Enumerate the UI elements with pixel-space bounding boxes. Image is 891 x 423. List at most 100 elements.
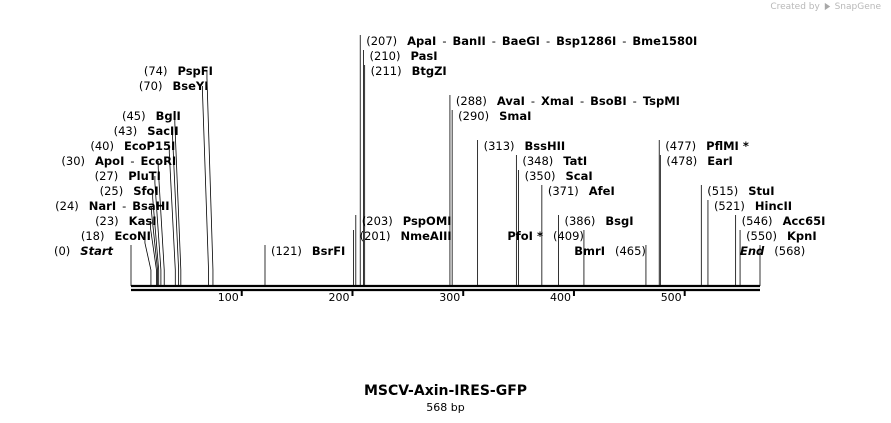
enzyme-site: (24) NarI - BsaHI <box>55 199 169 213</box>
enzyme-label: (550) KpnI <box>746 229 817 243</box>
enzyme-site: (210) PasI <box>370 49 438 63</box>
enzyme-label: (201) NmeAIII <box>360 229 452 243</box>
enzyme-name: NarI <box>89 199 116 213</box>
enzyme-site: (27) PluTI <box>95 169 161 183</box>
enzyme-label: (18) EcoNI <box>81 229 151 243</box>
cut-position: (121) <box>271 244 302 258</box>
leader-line <box>150 221 157 286</box>
enzyme-site: BmrI (465) <box>574 244 646 258</box>
enzyme-label: (23) KasI <box>95 214 156 228</box>
cut-position: (27) <box>95 169 119 183</box>
enzyme-label: (207) ApaI - BanII - BaeGI - Bsp1286I - Bme1580I <box>366 34 697 48</box>
enzyme-label: (521) HincII <box>714 199 792 213</box>
name-separator: - <box>580 94 584 108</box>
enzyme-site: (211) BtgZI <box>371 64 447 78</box>
ruler-tick-label: 200 <box>328 291 349 304</box>
enzyme-name: Acc65I <box>783 214 826 228</box>
enzyme-name: Bsp1286I <box>556 34 616 48</box>
enzyme-site: (478) EarI <box>666 154 733 168</box>
name-separator: - <box>442 34 446 48</box>
name-separator: - <box>130 154 134 168</box>
snapgene-credit: Created by SnapGene <box>770 2 881 12</box>
enzyme-name: PspFI <box>177 64 212 78</box>
leader-line <box>152 191 160 286</box>
cut-position: (288) <box>456 94 487 108</box>
leader-line <box>154 176 162 286</box>
enzyme-name: Start <box>80 244 113 258</box>
ruler-tick-label: 300 <box>439 291 460 304</box>
enzyme-name: ScaI <box>566 169 593 183</box>
cut-position: (40) <box>90 139 114 153</box>
enzyme-site: (70) BseYI <box>139 79 209 93</box>
enzyme-label: (348) TatI <box>522 154 587 168</box>
enzyme-name: XmaI <box>541 94 574 108</box>
enzyme-label: (43) SacII <box>114 124 179 138</box>
enzyme-label: BmrI (465) <box>574 244 646 258</box>
enzyme-label: (45) BglI <box>122 109 181 123</box>
cut-position: (371) <box>548 184 579 198</box>
leader-line <box>157 161 165 286</box>
cut-position: (201) <box>360 229 391 243</box>
enzyme-name: EcoP15I <box>124 139 175 153</box>
name-separator: - <box>622 34 626 48</box>
enzyme-site: (207) ApaI - BanII - BaeGI - Bsp1286I - Bme1580I <box>366 34 697 48</box>
name-separator: - <box>546 34 550 48</box>
enzyme-site: (313) BssHII <box>484 139 566 153</box>
enzyme-site: (23) KasI <box>95 214 156 228</box>
enzyme-label: (288) AvaI - XmaI - BsoBI - TspMI <box>456 94 680 108</box>
enzyme-name: TspMI <box>643 94 680 108</box>
cut-position: (18) <box>81 229 105 243</box>
enzyme-labels: (0) Start(18) EcoNI(23) KasI(24) NarI - BsaHI(… <box>54 34 825 258</box>
enzyme-name: KpnI <box>787 229 817 243</box>
cut-position: (210) <box>370 49 401 63</box>
enzyme-name: StuI <box>748 184 774 198</box>
enzyme-name: BanII <box>452 34 485 48</box>
enzyme-label: (386) BsgI <box>564 214 633 228</box>
enzyme-label: (74) PspFI <box>144 64 213 78</box>
enzyme-name: AfeI <box>589 184 615 198</box>
enzyme-site: (201) NmeAIII <box>360 229 452 243</box>
enzyme-label: (478) EarI <box>666 154 733 168</box>
enzyme-label: (313) BssHII <box>484 139 566 153</box>
enzyme-label: (25) SfoI <box>100 184 159 198</box>
leader-line <box>168 146 176 286</box>
cut-position: (74) <box>144 64 168 78</box>
enzyme-site: (386) BsgI <box>564 214 633 228</box>
enzyme-name: BssHII <box>525 139 566 153</box>
enzyme-site: (350) ScaI <box>525 169 593 183</box>
enzyme-name: PfoI * <box>507 229 543 243</box>
map-length: 568 bp <box>426 401 465 414</box>
leader-line <box>174 116 182 286</box>
cut-position: (207) <box>366 34 397 48</box>
cut-position: (211) <box>371 64 402 78</box>
cut-position: (70) <box>139 79 163 93</box>
enzyme-site: (371) AfeI <box>548 184 615 198</box>
enzyme-site: (290) SmaI <box>458 109 531 123</box>
enzyme-site: (521) HincII <box>714 199 792 213</box>
enzyme-name: BsaHI <box>132 199 169 213</box>
enzyme-name: EcoNI <box>114 229 150 243</box>
enzyme-name: SacII <box>147 124 178 138</box>
cut-position: (203) <box>362 214 393 228</box>
leader-line <box>202 86 209 286</box>
ruler-tick-label: 500 <box>661 291 682 304</box>
enzyme-label: (70) BseYI <box>139 79 209 93</box>
credit-text: Created by <box>770 2 820 12</box>
enzyme-name: BseYI <box>172 79 208 93</box>
name-separator: - <box>122 199 126 213</box>
enzyme-name: ApaI <box>407 34 436 48</box>
cut-position: (350) <box>525 169 556 183</box>
enzyme-name: BaeGI <box>502 34 540 48</box>
enzyme-label: (350) ScaI <box>525 169 593 183</box>
enzyme-label: (477) PflMI * <box>665 139 749 153</box>
enzyme-name: NmeAIII <box>401 229 452 243</box>
leader-line <box>172 131 180 286</box>
cut-position: (546) <box>742 214 773 228</box>
enzyme-site: (550) KpnI <box>746 229 817 243</box>
enzyme-name: BsoBI <box>590 94 627 108</box>
enzyme-name: AvaI <box>497 94 525 108</box>
leader-line <box>144 236 152 286</box>
enzyme-name: SmaI <box>499 109 531 123</box>
snapgene-logo-icon <box>824 2 830 11</box>
